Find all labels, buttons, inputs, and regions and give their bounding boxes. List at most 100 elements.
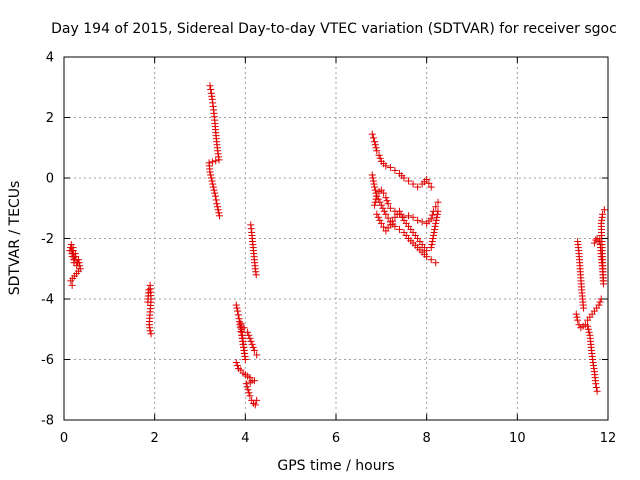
axis-ticks [63, 56, 609, 421]
data-point [373, 192, 381, 200]
data-point [386, 221, 394, 229]
data-point [384, 214, 392, 222]
data-point [409, 213, 417, 221]
data-point [379, 204, 387, 212]
data-point [432, 219, 440, 227]
data-point [208, 177, 216, 185]
data-point [75, 256, 83, 264]
data-point [213, 203, 221, 211]
data-point [389, 217, 397, 225]
data-point [427, 256, 435, 264]
data-point [376, 216, 384, 224]
data-point [212, 196, 220, 204]
data-point [423, 176, 431, 184]
data-point [380, 207, 388, 215]
data-point [212, 157, 220, 165]
data-point [245, 331, 253, 339]
data-point [244, 386, 252, 394]
data-point [374, 213, 382, 221]
data-point [372, 195, 380, 203]
data-point [233, 304, 241, 312]
data-point [398, 213, 406, 221]
data-point [233, 362, 241, 370]
data-point [380, 223, 388, 231]
data-point [253, 351, 261, 359]
data-point [428, 238, 436, 246]
data-point [428, 211, 436, 219]
data-point [210, 186, 218, 194]
data-point [382, 194, 390, 202]
data-point [386, 163, 394, 171]
data-point [409, 180, 417, 188]
data-point [433, 210, 441, 218]
data-point [395, 225, 403, 233]
data-point [584, 325, 592, 333]
data-point [573, 313, 581, 321]
data-point [414, 183, 422, 191]
data-point [391, 166, 399, 174]
data-point [207, 174, 215, 182]
data-point [146, 327, 154, 335]
data-point [251, 401, 259, 409]
data-point [250, 346, 258, 354]
data-point [418, 218, 426, 226]
data-point [232, 359, 240, 367]
data-point [382, 162, 390, 170]
data-points [66, 82, 608, 409]
chart-title: Day 194 of 2015, Sidereal Day-to-day VTE… [51, 21, 617, 37]
data-point [369, 177, 377, 185]
data-point [580, 304, 588, 312]
data-point [252, 271, 260, 279]
data-point [400, 174, 408, 182]
data-point [596, 298, 604, 306]
y-tick-label: -2 [41, 232, 54, 247]
grid [64, 57, 608, 420]
data-point [211, 192, 219, 200]
data-point [215, 209, 223, 217]
data-point [377, 219, 385, 227]
data-point [383, 197, 391, 205]
data-point [371, 183, 379, 191]
data-point [206, 168, 214, 176]
data-point [372, 189, 380, 197]
data-point [213, 200, 221, 208]
data-point [369, 134, 377, 142]
data-point [405, 177, 413, 185]
data-point [250, 377, 258, 385]
data-point [246, 378, 254, 386]
data-point [209, 183, 217, 191]
data-point [371, 201, 379, 209]
x-tick-label: 0 [60, 431, 68, 446]
data-point [430, 228, 438, 236]
data-point [147, 330, 155, 338]
data-point [76, 262, 84, 270]
data-point [405, 212, 413, 220]
data-point [214, 206, 222, 214]
data-point [232, 301, 240, 309]
data-point [377, 201, 385, 209]
y-tick-label: 0 [46, 172, 54, 187]
data-point [431, 222, 439, 230]
data-point [248, 340, 256, 348]
data-point [433, 213, 441, 221]
data-point [575, 321, 583, 329]
data-point [372, 144, 380, 152]
data-point [376, 154, 384, 162]
x-tick-label: 4 [241, 431, 249, 446]
data-point [599, 210, 607, 218]
data-point [593, 387, 601, 395]
data-point [371, 186, 379, 194]
tick-labels: 0 2 4 6 8 10 12 -8 -6 -4 -2 0 2 4 [41, 51, 616, 447]
data-point [249, 343, 257, 351]
y-tick-label: -6 [41, 353, 54, 368]
data-point [375, 151, 383, 159]
data-point [427, 215, 435, 223]
data-point [574, 316, 582, 324]
data-point [244, 328, 252, 336]
y-tick-label: -4 [41, 293, 54, 308]
data-point [432, 216, 440, 224]
data-point [429, 231, 437, 239]
data-point [234, 311, 242, 319]
data-point [600, 206, 608, 214]
x-tick-label: 10 [509, 431, 526, 446]
